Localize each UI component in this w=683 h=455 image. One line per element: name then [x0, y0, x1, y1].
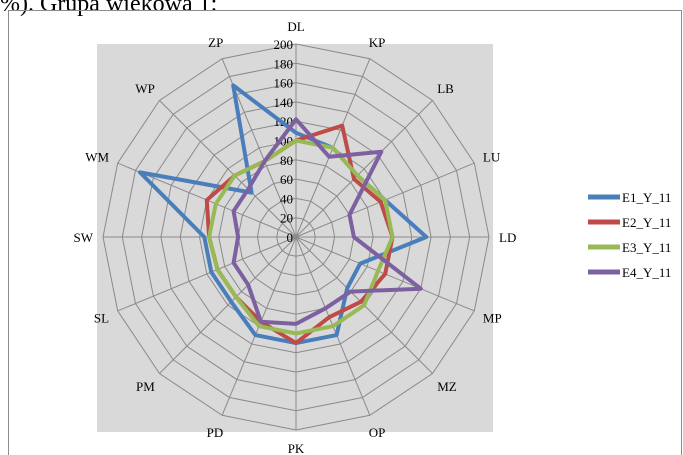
- legend-label-E2_Y_11: E2_Y_11: [622, 215, 671, 230]
- spoke-PM: [159, 236, 297, 374]
- axis-label-MZ: MZ: [437, 379, 457, 394]
- axis-label-WM: WM: [85, 149, 109, 164]
- axis-label-WP: WP: [135, 81, 155, 96]
- axis-label-SL: SL: [94, 311, 109, 326]
- tick-label-80: 80: [280, 153, 293, 168]
- axis-label-PK: PK: [288, 441, 305, 455]
- tick-label-40: 40: [280, 191, 293, 206]
- axis-label-PD: PD: [207, 425, 224, 440]
- chart-title-fragment: %). Grupa wiekowa 1:: [0, 0, 218, 17]
- axis-label-MP: MP: [483, 311, 502, 326]
- axis-label-KP: KP: [369, 35, 386, 50]
- legend-label-E3_Y_11: E3_Y_11: [622, 240, 671, 255]
- axis-label-DL: DL: [287, 19, 304, 34]
- axis-label-OP: OP: [369, 425, 386, 440]
- legend-label-E1_Y_11: E1_Y_11: [622, 190, 671, 205]
- axis-label-LD: LD: [499, 230, 516, 245]
- axis-label-LB: LB: [437, 81, 454, 96]
- spoke-WP: [159, 100, 297, 238]
- radar-spokes: [103, 44, 489, 430]
- tick-label-140: 140: [274, 95, 294, 110]
- axis-label-SW: SW: [74, 230, 94, 245]
- tick-label-0: 0: [287, 230, 294, 245]
- series-line-E4_Y_11: [231, 117, 423, 326]
- series-line-E2_Y_11: [204, 123, 395, 346]
- tick-label-60: 60: [280, 172, 293, 187]
- tick-label-180: 180: [274, 56, 294, 71]
- chart-frame: [8, 10, 682, 455]
- legend-label-E4_Y_11: E4_Y_11: [622, 265, 671, 280]
- axis-label-PM: PM: [136, 379, 155, 394]
- spoke-LB: [295, 100, 433, 238]
- axis-label-ZP: ZP: [208, 35, 223, 50]
- tick-label-20: 20: [280, 211, 293, 226]
- series-line-E3_Y_11: [207, 138, 395, 336]
- tick-label-200: 200: [274, 37, 294, 52]
- spoke-SL: [117, 236, 297, 312]
- axis-label-LU: LU: [483, 149, 501, 164]
- series-lines: [138, 83, 429, 346]
- legend: E1_Y_11 E2_Y_11 E3_Y_11 E4_Y_11: [588, 190, 671, 280]
- axis-labels: DL KP LB LU LD MP MZ OP PK PD PM SL SW WM WP ZP: [74, 19, 517, 455]
- tick-label-160: 160: [274, 76, 294, 91]
